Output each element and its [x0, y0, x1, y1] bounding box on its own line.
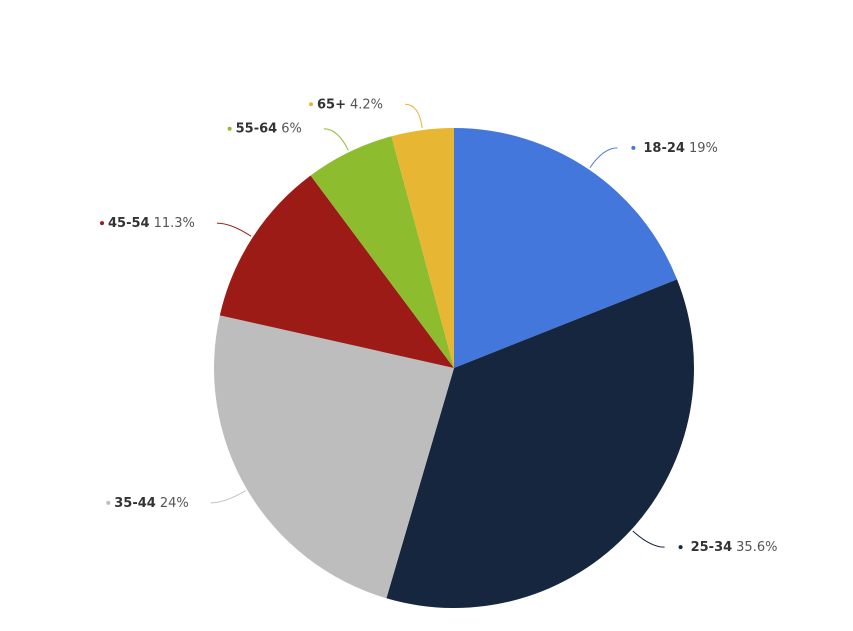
slice-category: 65+ [317, 97, 346, 112]
pie-slice [386, 279, 695, 608]
label-dot [631, 145, 636, 150]
slice-value: 24% [160, 495, 189, 510]
label-dot [678, 545, 683, 550]
slice-category: 45-54 [108, 216, 150, 231]
slice-value: 11.3% [154, 216, 195, 231]
label-dot [100, 221, 105, 226]
slice-label: 45-54 11.3% [108, 216, 195, 231]
leader-line [632, 530, 665, 548]
slice-label: 25-34 35.6% [691, 540, 778, 555]
slice-value: 4.2% [350, 97, 383, 112]
label-dot [227, 126, 232, 131]
slice-label: 18-24 19% [643, 140, 717, 155]
slice-value: 19% [689, 140, 718, 155]
leader-line [210, 490, 246, 504]
pie-slice [219, 175, 454, 368]
slice-category: 35-44 [114, 495, 156, 510]
slice-value: 35.6% [736, 540, 777, 555]
pie-slice [454, 128, 678, 368]
label-dot [309, 102, 314, 107]
slice-value: 6% [281, 121, 302, 136]
label-dot [106, 500, 111, 505]
leader-line [323, 128, 349, 151]
slice-label: 65+ 4.2% [317, 97, 383, 112]
slice-category: 18-24 [643, 140, 685, 155]
pie-slice [310, 136, 454, 368]
pie-slice [391, 128, 454, 368]
leader-line [405, 103, 423, 129]
slice-label: 55-64 6% [236, 121, 302, 136]
slice-category: 55-64 [236, 121, 278, 136]
slice-label: 35-44 24% [114, 495, 188, 510]
slice-category: 25-34 [691, 540, 733, 555]
leader-line [216, 222, 252, 237]
pie-slice [214, 315, 454, 599]
leader-line [589, 147, 618, 169]
